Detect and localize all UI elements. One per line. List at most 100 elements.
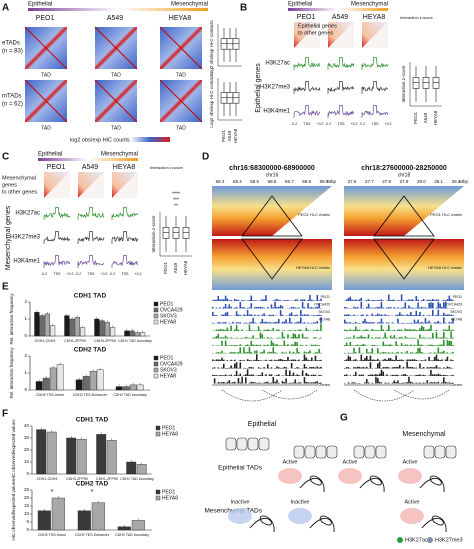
diagonal bbox=[24, 26, 68, 70]
signal-bar bbox=[316, 315, 319, 316]
signal-bar bbox=[415, 375, 418, 376]
signal-bar bbox=[289, 330, 291, 331]
signal-bar bbox=[351, 382, 353, 384]
signal-bar bbox=[439, 367, 441, 369]
signal-bar bbox=[439, 374, 441, 376]
signal-bar bbox=[274, 359, 276, 361]
signal-bar bbox=[366, 314, 368, 316]
signal-bar bbox=[305, 327, 308, 331]
signal-bar bbox=[399, 300, 401, 301]
signal-bar bbox=[435, 382, 438, 384]
signal-bar bbox=[316, 352, 319, 354]
signal-bar bbox=[226, 367, 229, 369]
signal-bar bbox=[369, 362, 372, 369]
signal-bar bbox=[404, 382, 407, 384]
legend-swatch bbox=[153, 373, 159, 379]
signal-bar bbox=[224, 295, 227, 301]
label: +0.2 bbox=[351, 122, 358, 126]
label: A549 bbox=[227, 130, 232, 141]
signal-bar bbox=[276, 343, 278, 346]
signal-bar bbox=[345, 342, 348, 346]
signal-bar bbox=[232, 367, 234, 369]
signal-bar bbox=[268, 314, 271, 316]
signal-bar bbox=[444, 337, 447, 339]
signal-bar bbox=[380, 299, 383, 301]
signal-bar bbox=[311, 299, 313, 301]
signal-bar bbox=[239, 322, 242, 324]
signal-bar bbox=[443, 300, 445, 301]
bar bbox=[76, 439, 87, 475]
signal-bar bbox=[290, 337, 293, 339]
signal-bar bbox=[281, 381, 284, 384]
hic-matrix bbox=[344, 239, 464, 290]
diagonal bbox=[159, 79, 203, 123]
signal-bar bbox=[276, 329, 278, 331]
signal-bar bbox=[413, 337, 416, 339]
signal-bar bbox=[448, 340, 451, 346]
signal-bar bbox=[245, 352, 247, 354]
signal-bar bbox=[378, 330, 381, 331]
signal-bar bbox=[257, 326, 260, 331]
signal-bar bbox=[411, 299, 414, 301]
label: Active bbox=[343, 459, 358, 465]
signal-bar bbox=[246, 307, 249, 309]
signal-bar bbox=[292, 382, 295, 384]
signal-bar bbox=[400, 359, 403, 361]
signal-bar bbox=[230, 382, 232, 384]
signal-bar bbox=[250, 321, 253, 324]
signal-bar bbox=[257, 382, 260, 384]
signal-bar bbox=[430, 324, 432, 331]
signal-bar bbox=[389, 335, 392, 339]
signal-bar bbox=[281, 367, 284, 369]
signal-bar bbox=[279, 345, 282, 346]
signal-bar bbox=[344, 360, 346, 361]
signal-bar bbox=[399, 365, 401, 369]
cell bbox=[247, 437, 259, 451]
signal-bar bbox=[413, 352, 416, 354]
signal-bar bbox=[371, 328, 374, 331]
signal-bar bbox=[351, 345, 353, 346]
signal-bar bbox=[408, 359, 410, 361]
signal-bar bbox=[307, 314, 309, 316]
signal-bar bbox=[270, 315, 273, 316]
signal-bar bbox=[400, 314, 403, 316]
signal-bar bbox=[369, 374, 372, 376]
signal-bar bbox=[362, 314, 364, 316]
signal-bar bbox=[314, 307, 317, 309]
signal-bar bbox=[245, 377, 247, 384]
signal-bar bbox=[360, 335, 363, 339]
signal-bar bbox=[378, 373, 381, 376]
signal-bar bbox=[281, 332, 284, 339]
label: H3K27me3 bbox=[10, 235, 41, 241]
signal-bar bbox=[261, 314, 264, 316]
signal-track bbox=[111, 207, 139, 220]
signal-bar bbox=[223, 329, 225, 331]
signal-bar bbox=[373, 330, 375, 331]
signal-bar bbox=[263, 382, 265, 384]
signal-bar bbox=[441, 306, 443, 309]
signal-bar bbox=[353, 299, 355, 301]
signal-bar bbox=[413, 329, 416, 331]
label: Epithelial genes bbox=[255, 63, 262, 113]
diagonal bbox=[24, 79, 68, 123]
signal-bar bbox=[307, 374, 309, 376]
bar bbox=[49, 367, 57, 391]
signal-bar bbox=[443, 332, 445, 339]
bar bbox=[56, 364, 64, 391]
label: CDH1-ZFP90 bbox=[96, 477, 118, 481]
signal-bar bbox=[378, 314, 381, 316]
signal-bar bbox=[285, 369, 287, 376]
signal-bar bbox=[417, 330, 419, 331]
label: +0.2 bbox=[317, 122, 324, 126]
signal-bar bbox=[228, 380, 231, 384]
signal-bar bbox=[428, 367, 430, 369]
label: H3K27me3 bbox=[260, 85, 291, 91]
signal-bar bbox=[380, 382, 383, 384]
signal-bar bbox=[305, 382, 308, 384]
signal-bar bbox=[388, 322, 390, 324]
signal-bar bbox=[411, 367, 414, 369]
signal-bar bbox=[397, 318, 399, 324]
signal-bar bbox=[439, 315, 441, 316]
label: HEYA8 bbox=[451, 317, 462, 321]
signal-bar bbox=[428, 337, 430, 339]
